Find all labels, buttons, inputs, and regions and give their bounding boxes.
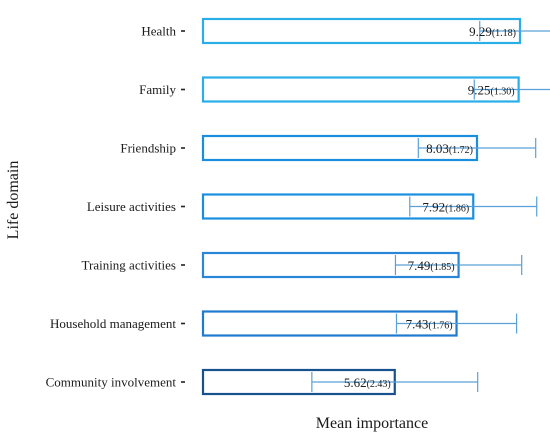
data-label-sd: (1.72) [449,145,473,156]
data-label: 9.29(1.18) [469,24,516,39]
tick-label: Community involvement [46,375,177,390]
data-label-mean: 8.03 [426,141,449,156]
tick-label: Health [141,24,176,39]
data-label-sd: (1.86) [445,204,469,215]
data-label-mean: 7.92 [422,200,445,215]
data-label-sd: (1.85) [430,262,454,273]
category-labels: Health Family Friendship Leisure activities… [46,24,185,390]
data-label-mean: 7.49 [408,258,431,273]
bar [201,17,522,45]
data-label: 8.03(1.72) [426,141,473,156]
data-label-mean: 5.62 [344,375,367,390]
data-label-sd: (1.30) [490,87,514,98]
bar [201,76,520,103]
data-label-mean: 9.25 [468,83,491,98]
tick-label: Friendship [120,141,176,156]
data-label: 7.92(1.86) [422,200,469,215]
tick-label: Family [139,82,176,97]
data-label-mean: 9.29 [469,24,492,39]
data-label: 7.43(1.76) [406,317,453,332]
data-label-sd: (2.43) [367,379,391,390]
bars-layer: 9.29(1.18) 9.25(1.30) 8.03(1.72) 7.92(1.86)… [201,17,550,396]
data-label-mean: 7.43 [406,317,429,332]
data-label: 9.25(1.30) [468,83,515,98]
y-axis-title: Life domain [5,161,22,240]
tick-label: Training activities [82,258,177,273]
tick-label: Leisure activities [87,199,176,214]
tick-label: Household management [50,316,176,331]
data-label-sd: (1.76) [428,321,452,332]
x-axis-title: Mean importance [316,415,428,432]
data-label: 7.49(1.85) [408,258,455,273]
data-label: 5.62(2.43) [344,375,391,390]
data-label-sd: (1.18) [492,28,516,39]
